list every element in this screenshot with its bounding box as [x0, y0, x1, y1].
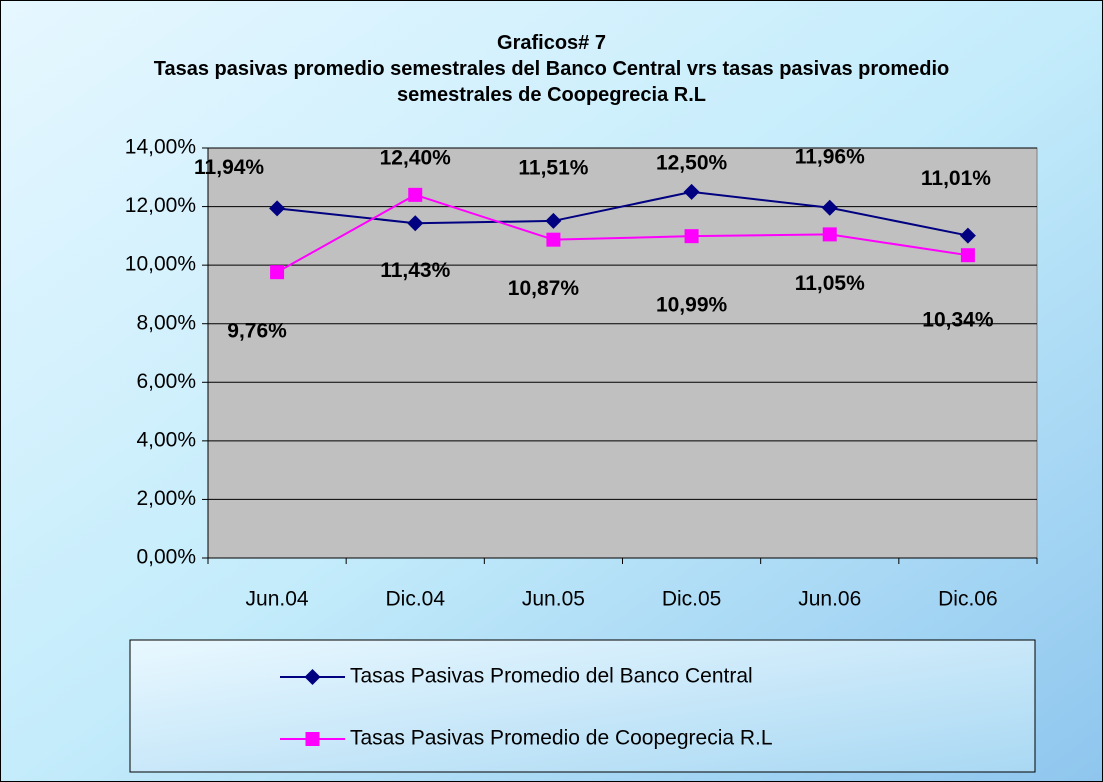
title-area: Graficos# 7 Tasas pasivas promedio semes…	[150, 30, 953, 108]
y-tick-label: 0,00%	[136, 546, 196, 569]
y-tick-label: 8,00%	[136, 311, 196, 334]
marker	[408, 187, 423, 202]
data-label: 10,87%	[508, 277, 580, 300]
legend-box	[129, 639, 1036, 773]
chart-title: Graficos# 7	[497, 32, 606, 54]
x-tick-label: Jun.05	[522, 588, 585, 611]
marker	[684, 229, 699, 244]
y-tick-label: 10,00%	[125, 253, 196, 276]
marker	[960, 248, 975, 263]
x-tick-label: Dic.04	[385, 588, 445, 611]
data-label: 11,96%	[795, 145, 865, 168]
data-label: 12,50%	[656, 151, 728, 174]
marker	[822, 227, 837, 242]
data-label: 11,94%	[194, 156, 264, 179]
marker	[545, 212, 562, 229]
legend-label: Tasas Pasivas Promedio de Coopegrecia R.…	[350, 727, 773, 750]
series-line	[276, 190, 969, 237]
marker	[959, 227, 976, 244]
y-tick-label: 4,00%	[136, 428, 196, 451]
legend-label: Tasas Pasivas Promedio del Banco Central	[350, 665, 753, 688]
y-tick-label: 12,00%	[125, 194, 196, 217]
marker	[270, 265, 285, 280]
marker	[683, 183, 700, 200]
x-tick-label: Dic.06	[938, 588, 998, 611]
x-tick-label: Jun.06	[798, 588, 861, 611]
data-label: 10,34%	[922, 309, 994, 332]
x-tick-label: Dic.05	[662, 588, 722, 611]
y-tick-label: 6,00%	[136, 370, 196, 393]
y-tick-label: 2,00%	[136, 487, 196, 510]
titles: Graficos# 7 Tasas pasivas promedio semes…	[150, 30, 953, 108]
y-tick-label: 14,00%	[125, 136, 196, 159]
marker	[407, 215, 424, 232]
data-label: 11,05%	[795, 272, 865, 295]
marker	[546, 232, 561, 247]
data-label: 9,76%	[227, 320, 287, 343]
chart-subtitle: Tasas pasivas promedio semestrales del B…	[153, 58, 950, 106]
marker	[269, 200, 286, 217]
data-label: 11,43%	[380, 259, 450, 282]
plot-area	[207, 147, 1038, 559]
x-tick-label: Jun.04	[246, 588, 309, 611]
series-line	[276, 193, 969, 274]
marker	[821, 199, 838, 216]
data-label: 12,40%	[380, 146, 452, 169]
data-label: 11,51%	[518, 156, 588, 179]
marker	[304, 669, 321, 685]
data-label: 10,99%	[656, 294, 728, 317]
marker	[305, 732, 320, 746]
data-label: 11,01%	[921, 167, 991, 190]
